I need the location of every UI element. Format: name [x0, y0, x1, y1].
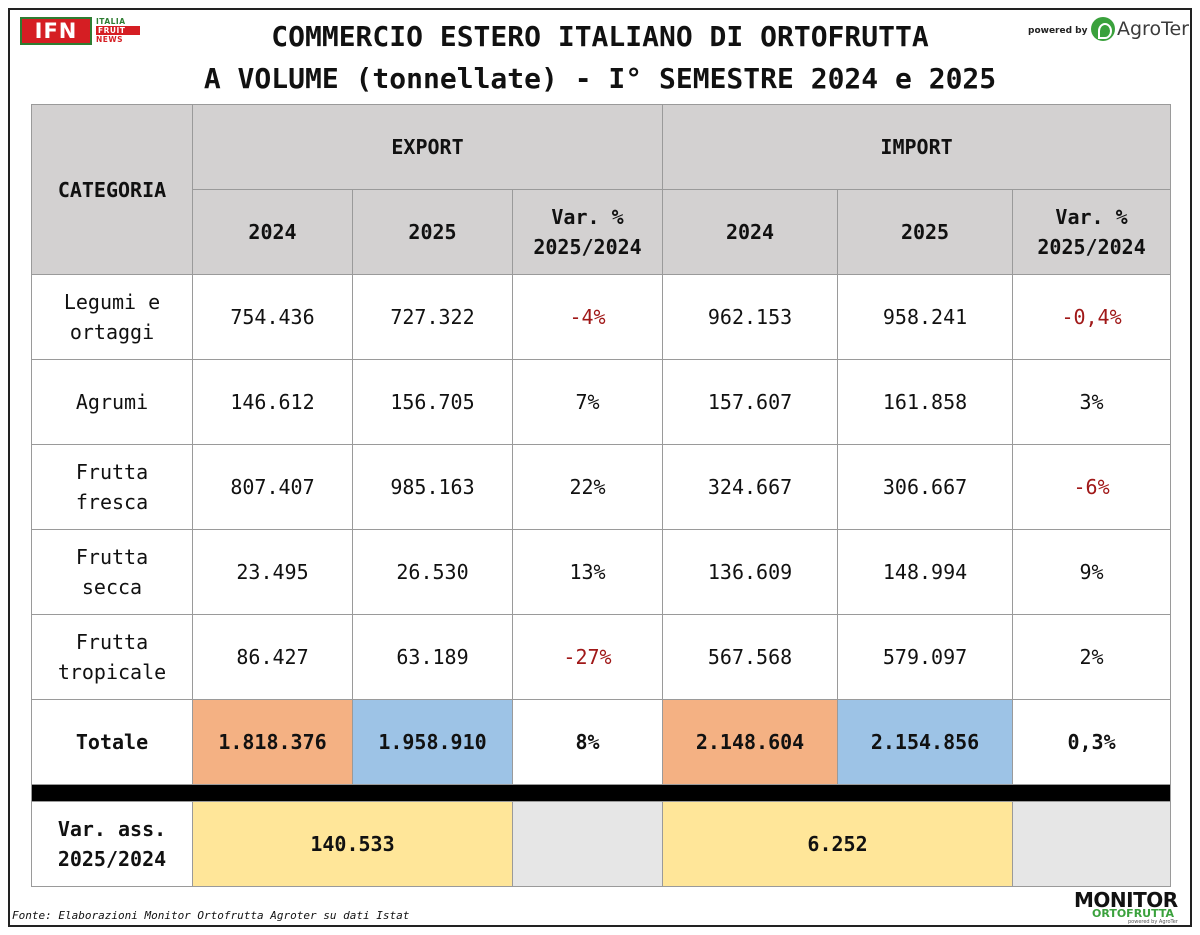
total-import-var: 0,3% — [1012, 699, 1172, 785]
import-var-cell: 9% — [1012, 529, 1172, 615]
export-2025-cell: 727.322 — [352, 274, 513, 360]
separator-bar — [30, 784, 1172, 802]
export-2025-cell: 26.530 — [352, 529, 513, 615]
import-var-cell: -6% — [1012, 444, 1172, 530]
category-header: CATEGORIA — [31, 104, 193, 275]
export-2024-cell: 23.495 — [192, 529, 353, 615]
total-import-2024: 2.148.604 — [662, 699, 839, 785]
source-note: Fonte: Elaborazioni Monitor Ortofrutta A… — [12, 909, 410, 922]
import-2025-cell: 579.097 — [837, 614, 1014, 700]
import-2024-cell: 567.568 — [662, 614, 839, 700]
monitor-ortofrutta-logo: MONITOR ORTOFRUTTA powered by AgroTer — [1074, 890, 1186, 926]
export-var-cell: 7% — [511, 359, 664, 445]
ifn-logo-subtitle: ITALIA FRUIT NEWS — [96, 17, 140, 44]
agroter-logo-icon — [1091, 17, 1115, 41]
import-2025-cell: 958.241 — [837, 274, 1014, 360]
import-2024-cell: 157.607 — [662, 359, 839, 445]
export-2024-cell: 86.427 — [192, 614, 353, 700]
var-ass-label-line: Var. ass. — [57, 817, 167, 841]
table-row: Frutta fresca 807.407 985.163 22% 324.667… — [31, 444, 1172, 530]
ifn-logo-line: NEWS — [96, 35, 124, 44]
var-ass-import-empty — [1012, 801, 1172, 887]
export-2024-header: 2024 — [192, 189, 353, 275]
monitor-logo-line: ORTOFRUTTA — [1092, 907, 1175, 920]
table-header-row: CATEGORIA EXPORT IMPORT — [31, 104, 1172, 275]
category-cell: Frutta tropicale — [31, 614, 193, 700]
import-2024-header: 2024 — [662, 189, 839, 275]
var-ass-import: 6.252 — [662, 801, 1014, 887]
var-header-line: 2025/2024 — [533, 235, 642, 259]
category-label: fresca — [75, 490, 149, 514]
import-2025-cell: 148.994 — [837, 529, 1014, 615]
total-label: Totale — [31, 699, 193, 785]
export-header: EXPORT — [191, 104, 664, 190]
var-ass-row: Var. ass. 2025/2024 140.533 6.252 — [31, 801, 1172, 887]
total-export-2024: 1.818.376 — [192, 699, 353, 785]
import-2025-cell: 161.858 — [837, 359, 1014, 445]
import-var-header: Var. % 2025/2024 — [1012, 189, 1172, 275]
category-cell: Frutta fresca — [31, 444, 193, 530]
category-label: Frutta — [75, 460, 149, 484]
category-cell: Legumi e ortaggi — [31, 274, 193, 360]
export-2025-cell: 985.163 — [352, 444, 513, 530]
table-row: Frutta tropicale 86.427 63.189 -27% 567.5… — [31, 614, 1172, 700]
var-header-line: Var. % — [551, 205, 624, 229]
table-row: Agrumi 146.612 156.705 7% 157.607 161.85… — [31, 359, 1172, 445]
category-cell: Agrumi — [31, 359, 193, 445]
import-header: IMPORT — [662, 104, 1172, 190]
ifn-logo: IFN ITALIA FRUIT NEWS — [20, 17, 140, 45]
export-var-cell: 13% — [511, 529, 664, 615]
category-label: Frutta — [75, 545, 149, 569]
import-var-cell: 3% — [1012, 359, 1172, 445]
export-2025-cell: 156.705 — [352, 359, 513, 445]
export-2024-cell: 807.407 — [192, 444, 353, 530]
export-2025-header: 2025 — [352, 189, 513, 275]
ifn-logo-mark: IFN — [20, 17, 92, 45]
agroter-logo-text: AgroTer — [1117, 18, 1189, 40]
table-row: Legumi e ortaggi 754.436 727.322 -4% 962.… — [31, 274, 1172, 360]
total-row: Totale 1.818.376 1.958.910 8% 2.148.604 … — [31, 699, 1172, 785]
table-row: Frutta secca 23.495 26.530 13% 136.609 14… — [31, 529, 1172, 615]
data-table: CATEGORIA EXPORT IMPORT 2024 2025 Var. %… — [30, 104, 1172, 887]
export-var-cell: -4% — [511, 274, 664, 360]
export-2025-cell: 63.189 — [352, 614, 513, 700]
import-2025-header: 2025 — [837, 189, 1014, 275]
chart-title-line-1: COMMERCIO ESTERO ITALIANO DI ORTOFRUTTA — [271, 20, 929, 53]
table-subheader-row: 2024 2025 Var. % 2025/2024 2024 2025 Var.… — [31, 189, 1172, 275]
ifn-logo-line: ITALIA — [96, 17, 126, 26]
category-label: secca — [81, 575, 143, 599]
import-2024-cell: 136.609 — [662, 529, 839, 615]
var-ass-label-line: 2025/2024 — [57, 847, 167, 871]
export-var-cell: -27% — [511, 614, 664, 700]
var-ass-export: 140.533 — [192, 801, 513, 887]
monitor-logo-line: MONITOR — [1074, 888, 1178, 912]
import-var-cell: -0,4% — [1012, 274, 1172, 360]
export-var-cell: 22% — [511, 444, 664, 530]
powered-by-label: powered by — [1028, 26, 1088, 36]
export-var-header: Var. % 2025/2024 — [511, 189, 664, 275]
import-var-cell: 2% — [1012, 614, 1172, 700]
separator-row — [30, 784, 1172, 802]
total-export-2025: 1.958.910 — [352, 699, 513, 785]
category-label: tropicale — [57, 660, 167, 684]
category-label: Legumi e — [63, 290, 161, 314]
import-2024-cell: 324.667 — [662, 444, 839, 530]
ifn-logo-line: FRUIT — [96, 26, 140, 35]
category-label: ortaggi — [69, 320, 155, 344]
var-header-line: Var. % — [1055, 205, 1128, 229]
export-2024-cell: 146.612 — [192, 359, 353, 445]
export-2024-cell: 754.436 — [192, 274, 353, 360]
category-cell: Frutta secca — [31, 529, 193, 615]
monitor-logo-line: powered by AgroTer — [1128, 919, 1178, 925]
total-import-2025: 2.154.856 — [837, 699, 1014, 785]
category-label: Frutta — [75, 630, 149, 654]
var-ass-export-empty — [511, 801, 664, 887]
var-header-line: 2025/2024 — [1037, 235, 1146, 259]
var-ass-label: Var. ass. 2025/2024 — [31, 801, 193, 887]
chart-frame — [8, 8, 1192, 927]
chart-title-line-2: A VOLUME (tonnellate) - I° SEMESTRE 2024… — [203, 62, 997, 95]
import-2024-cell: 962.153 — [662, 274, 839, 360]
total-export-var: 8% — [511, 699, 664, 785]
import-2025-cell: 306.667 — [837, 444, 1014, 530]
